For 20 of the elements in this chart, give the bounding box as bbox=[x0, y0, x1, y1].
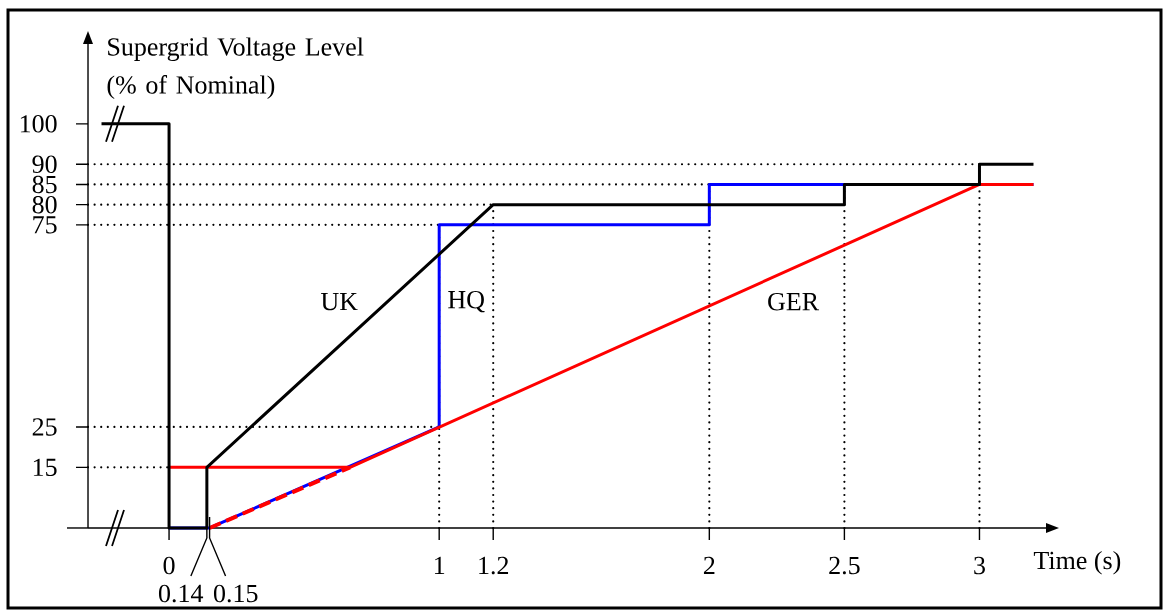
x-tick-label: 0 bbox=[163, 556, 175, 575]
y-tick-label: 25 bbox=[32, 418, 57, 436]
y-tick-label: 75 bbox=[33, 216, 57, 234]
series-label: HQ bbox=[448, 290, 485, 313]
series-label: UK bbox=[320, 293, 358, 311]
y-tick-label: 100 bbox=[20, 115, 57, 133]
series-label: GER bbox=[768, 292, 820, 311]
annotation: 0.14 bbox=[158, 584, 204, 603]
y-tick-label: 90 bbox=[32, 155, 57, 174]
x-tick-label: 1 bbox=[434, 556, 445, 574]
annotation: 0.15 bbox=[213, 584, 258, 603]
y-tick-label: 85 bbox=[32, 175, 57, 194]
y-tick-label: 15 bbox=[33, 458, 57, 477]
y-tick-label: 80 bbox=[32, 195, 57, 214]
x-tick-label: 3 bbox=[974, 556, 985, 575]
x-tick-label: 1.2 bbox=[479, 556, 509, 575]
y-axis-title: Supergrid Voltage Level (% of Nominal) bbox=[107, 37, 364, 99]
x-axis-title: Time (s) bbox=[1033, 550, 1121, 575]
x-tick-label: 2.5 bbox=[829, 556, 860, 575]
x-tick-label: 2 bbox=[703, 556, 715, 574]
